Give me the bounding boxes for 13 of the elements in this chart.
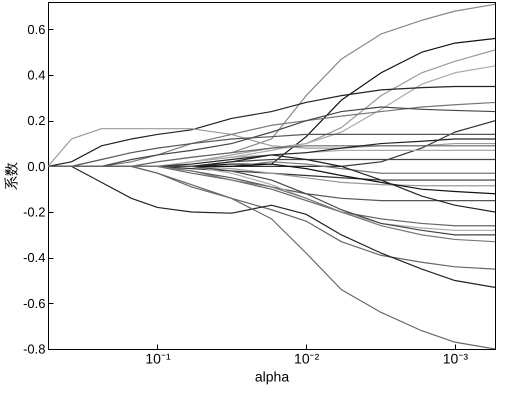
y-tick-label: -0.2	[23, 204, 46, 220]
x-tick-label: 10⁻¹	[145, 350, 171, 366]
y-tick-label: -0.8	[23, 342, 46, 356]
y-tick-label: 0.6	[27, 22, 46, 37]
y-tick-label: 0.0	[27, 158, 46, 174]
y-axis-title: 系数	[3, 162, 20, 190]
x-tick-label: 10⁻²	[294, 350, 320, 366]
x-tick-label: 10⁻³	[442, 350, 468, 366]
y-tick-label: 0.4	[27, 68, 46, 83]
y-tick-label: -0.6	[23, 296, 46, 311]
y-tick-label: -0.4	[23, 250, 46, 266]
y-tick-label: 0.2	[27, 113, 46, 128]
x-axis-title: alpha	[254, 368, 290, 384]
